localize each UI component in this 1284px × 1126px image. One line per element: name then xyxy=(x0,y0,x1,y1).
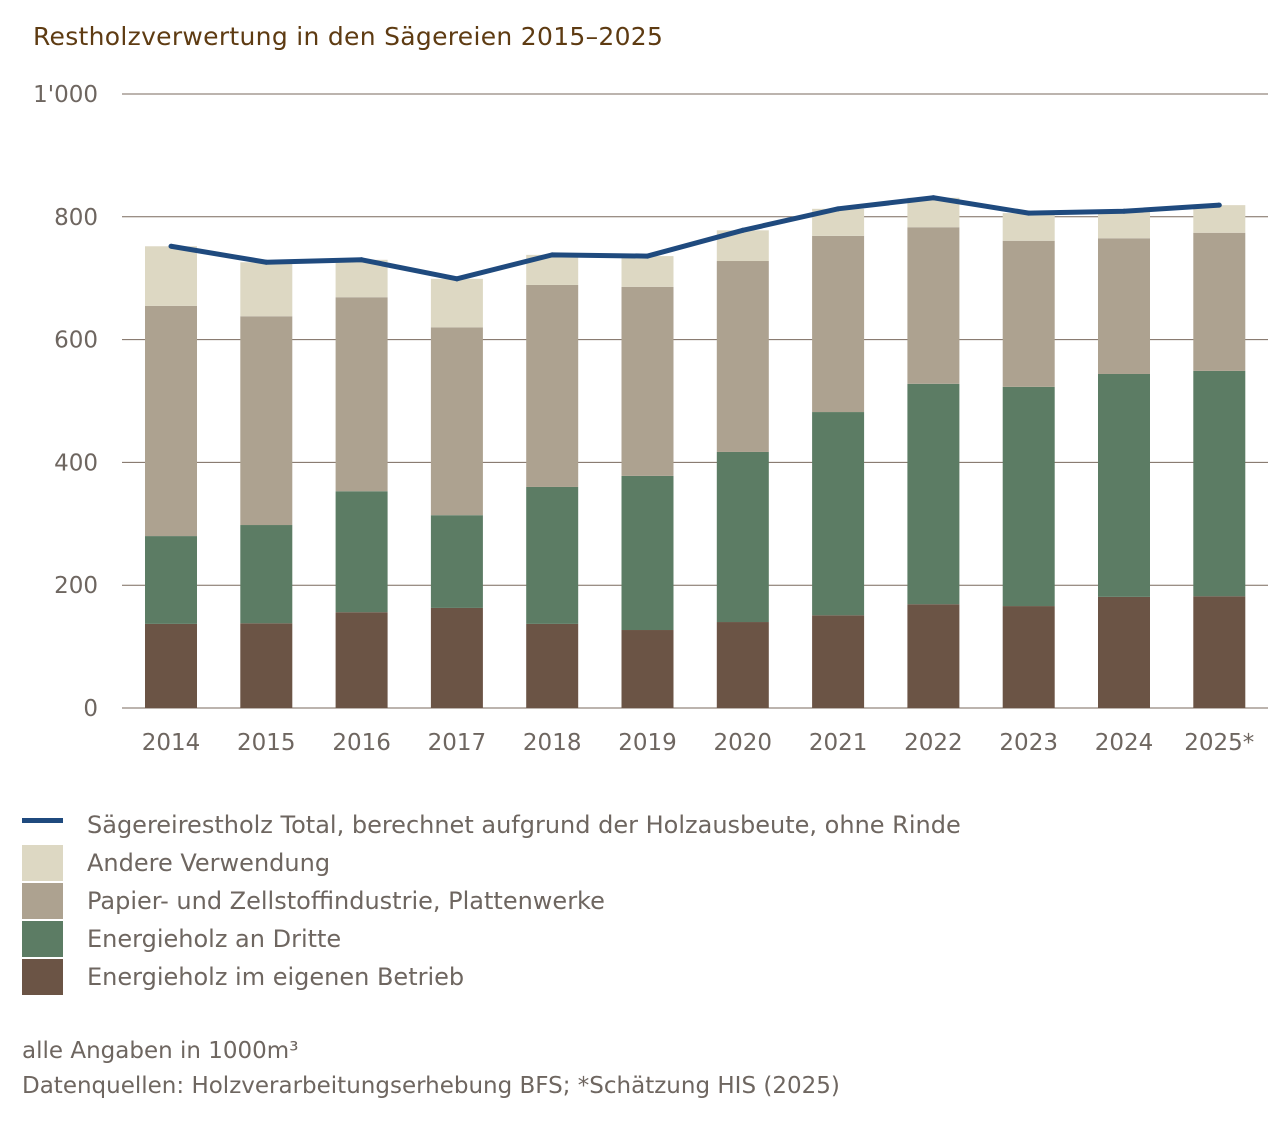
bar-segment-1 xyxy=(1098,373,1150,597)
legend-swatch-total xyxy=(22,817,63,823)
bar-segment-1 xyxy=(716,451,769,623)
bar-segment-0 xyxy=(1098,596,1150,708)
total-line-point xyxy=(740,227,746,233)
bar-segment-0 xyxy=(430,607,483,708)
bar-segment-0 xyxy=(716,622,769,708)
bar-segment-1 xyxy=(621,475,674,631)
total-line-point xyxy=(359,257,365,263)
total-line-point xyxy=(645,253,650,259)
legend-item-andere: Andere Verwendung xyxy=(22,844,961,882)
bar-segment-3 xyxy=(335,259,388,298)
bar-segment-3 xyxy=(1002,213,1055,241)
bar-segment-0 xyxy=(1002,606,1055,708)
x-tick-label: 2021 xyxy=(809,730,868,756)
legend-label: Andere Verwendung xyxy=(87,849,331,877)
x-tick-label: 2019 xyxy=(618,730,677,756)
total-line-point xyxy=(930,195,936,201)
total-line-point xyxy=(835,206,841,212)
x-tick-label: 2023 xyxy=(999,730,1058,756)
bar-segment-2 xyxy=(716,261,769,452)
bar-segment-2 xyxy=(240,316,293,526)
legend-label: Sägereirestholz Total, berechnet aufgrun… xyxy=(87,811,961,839)
y-tick-label: 600 xyxy=(54,328,98,354)
bar-segment-2 xyxy=(812,235,865,413)
bar-segment-2 xyxy=(907,227,960,384)
bar-segment-2 xyxy=(621,286,674,476)
bar-segment-0 xyxy=(526,623,579,708)
bar-segment-0 xyxy=(1193,596,1246,708)
bar-segment-3 xyxy=(1193,205,1246,233)
total-line-point xyxy=(1121,208,1127,214)
total-line-point xyxy=(1026,210,1032,216)
x-tick-label: 2017 xyxy=(428,730,487,756)
legend-label: Energieholz im eigenen Betrieb xyxy=(87,963,465,991)
bar-segment-0 xyxy=(621,630,674,708)
bar-segment-2 xyxy=(526,284,579,487)
bar-segment-3 xyxy=(145,246,197,306)
bar-segment-1 xyxy=(1002,386,1055,607)
bar-segment-1 xyxy=(1193,370,1246,597)
bar-segment-1 xyxy=(240,525,293,624)
plot-area: 0 200 400 600 800 1'000 2014 2015 2016 2017 2018 20… xyxy=(33,82,1268,756)
bar-segment-0 xyxy=(335,612,388,708)
bar-segment-2 xyxy=(335,297,388,492)
x-tick-label: 2016 xyxy=(332,730,391,756)
footnotes: alle Angaben in 1000m³ Datenquellen: Hol… xyxy=(22,1034,840,1104)
bar-segment-0 xyxy=(812,615,865,708)
x-tick-label: 2024 xyxy=(1095,730,1154,756)
legend: Sägereirestholz Total, berechnet aufgrun… xyxy=(22,806,961,996)
bar-segment-0 xyxy=(240,623,293,708)
bar-segment-0 xyxy=(145,623,197,708)
x-tick-label: 2022 xyxy=(904,730,963,756)
x-tick-label: 2015 xyxy=(237,730,296,756)
legend-swatch xyxy=(22,959,63,995)
bar-segment-1 xyxy=(430,515,483,608)
legend-swatch xyxy=(22,845,63,881)
bar-segment-1 xyxy=(526,486,579,624)
bar-segment-1 xyxy=(812,412,865,616)
bar-segment-1 xyxy=(145,536,197,624)
bar-segment-3 xyxy=(240,262,293,317)
total-line-point xyxy=(168,243,174,249)
total-line-point xyxy=(1216,202,1222,208)
legend-item-dritte: Energieholz an Dritte xyxy=(22,920,961,958)
x-tick-label: 2018 xyxy=(523,730,582,756)
x-tick-label: 2014 xyxy=(142,730,201,756)
sources-note: Datenquellen: Holzverarbeitungserhebung … xyxy=(22,1073,840,1099)
legend-item-eigen: Energieholz im eigenen Betrieb xyxy=(22,958,961,996)
units-note: alle Angaben in 1000m³ xyxy=(22,1038,299,1064)
legend-swatch xyxy=(22,883,63,919)
y-tick-label: 800 xyxy=(54,205,98,231)
total-line-point xyxy=(454,276,460,282)
chart-title: Restholzverwertung in den Sägereien 2015… xyxy=(33,22,664,51)
total-line-point xyxy=(549,252,555,258)
y-tick-label: 400 xyxy=(54,450,98,476)
bar-segment-2 xyxy=(1193,232,1246,371)
y-tick-label: 0 xyxy=(83,696,98,722)
total-line xyxy=(170,195,1220,282)
bar-segment-0 xyxy=(907,604,960,708)
bar-segment-2 xyxy=(1098,238,1150,374)
legend-label: Papier- und Zellstoffindustrie, Plattenw… xyxy=(87,887,605,915)
y-tick-label: 1'000 xyxy=(33,82,98,108)
legend-swatch xyxy=(22,921,63,957)
x-tick-label: 2025* xyxy=(1184,730,1254,756)
bar-segment-2 xyxy=(1002,240,1055,387)
bar-segment-2 xyxy=(145,305,197,537)
total-line-point xyxy=(263,259,269,265)
bar-segment-3 xyxy=(430,278,483,328)
bar-segment-3 xyxy=(621,256,674,287)
legend-item-total: Sägereirestholz Total, berechnet aufgrun… xyxy=(22,806,961,844)
bar-segment-2 xyxy=(430,327,483,516)
legend-label: Energieholz an Dritte xyxy=(87,925,342,953)
bar-segment-1 xyxy=(907,383,960,605)
x-tick-label: 2020 xyxy=(714,730,773,756)
legend-item-papier: Papier- und Zellstoffindustrie, Plattenw… xyxy=(22,882,961,920)
y-tick-label: 200 xyxy=(54,573,98,599)
bar-segment-1 xyxy=(335,491,388,613)
bar-segment-3 xyxy=(1098,211,1150,239)
